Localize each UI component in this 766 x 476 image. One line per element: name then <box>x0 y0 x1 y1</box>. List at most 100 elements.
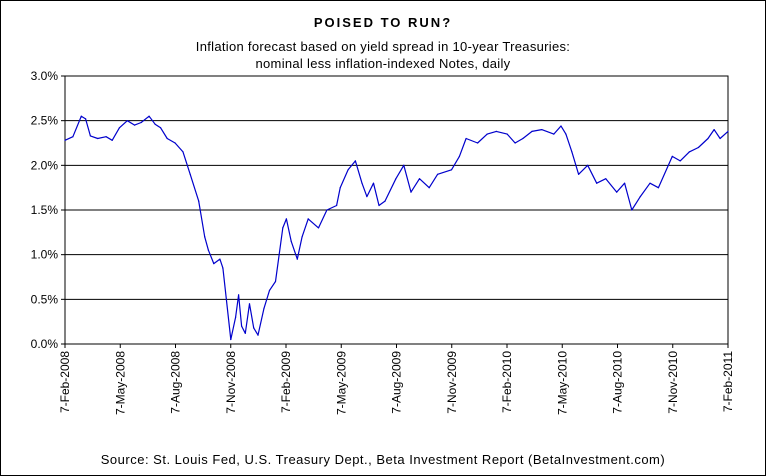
data-point <box>140 121 142 124</box>
data-point <box>560 125 562 127</box>
data-point <box>616 191 618 193</box>
data-point <box>688 151 690 153</box>
x-tick-label: 7-Aug-2009 <box>390 351 404 414</box>
data-point <box>219 258 221 260</box>
data-point <box>282 227 284 229</box>
data-point <box>213 263 215 265</box>
data-point <box>339 187 341 189</box>
data-point <box>253 327 255 329</box>
data-point <box>372 182 375 184</box>
data-point <box>679 160 681 162</box>
data-point <box>80 115 82 117</box>
data-point <box>450 169 453 171</box>
data-point <box>241 325 243 327</box>
data-point <box>64 139 66 141</box>
data-point <box>727 130 729 132</box>
x-tick-label: 7-Nov-2008 <box>224 351 238 414</box>
data-point <box>244 332 246 334</box>
data-point <box>148 115 150 117</box>
x-tick-label: 7-May-2009 <box>334 351 348 415</box>
data-point <box>437 173 439 175</box>
data-point <box>285 218 287 220</box>
data-point <box>235 316 237 318</box>
data-point <box>671 155 673 157</box>
data-point <box>72 136 74 138</box>
y-tick-label: 2.0% <box>31 158 59 172</box>
data-point <box>296 258 298 260</box>
source-note: Source: St. Louis Fed, U.S. Treasury Dep… <box>100 452 666 467</box>
data-point <box>105 136 107 138</box>
data-point <box>631 209 633 211</box>
data-point <box>301 236 303 238</box>
data-point <box>571 151 573 153</box>
x-tick-label: 7-Feb-2011 <box>721 351 735 412</box>
data-point <box>639 196 641 198</box>
data-point <box>378 204 380 207</box>
chart-title: POISED TO RUN? <box>313 15 453 30</box>
data-point <box>248 303 251 305</box>
data-point <box>707 137 709 140</box>
data-point <box>268 289 271 291</box>
data-point <box>713 129 715 131</box>
data-point <box>230 338 232 341</box>
data-point <box>384 200 386 202</box>
data-point <box>541 129 543 131</box>
data-point <box>89 135 91 137</box>
gridlines <box>65 120 728 300</box>
data-point <box>697 146 700 149</box>
y-tick-label: 1.0% <box>31 248 59 262</box>
data-point <box>174 142 176 144</box>
series-line-0 <box>64 115 729 341</box>
data-point <box>118 127 120 129</box>
data-point <box>553 133 555 135</box>
data-point <box>458 155 460 157</box>
x-tick-label: 7-Feb-2008 <box>58 351 72 413</box>
data-point <box>204 236 206 238</box>
data-point <box>587 164 589 166</box>
data-point <box>366 196 368 198</box>
chart-subtitle-line-2: nominal less inflation-indexed Notes, da… <box>255 56 511 71</box>
chart-subtitle-line-1: Inflation forecast based on yield spread… <box>195 39 571 54</box>
x-tick-label: 7-May-2008 <box>113 351 127 415</box>
y-tick-label: 0.5% <box>31 292 59 306</box>
x-axis: 7-Feb-2008 7-May-2008 7-Aug-2008 7-Nov-2008… <box>58 344 735 415</box>
data-point <box>486 133 488 135</box>
x-tick-label: 7-Nov-2009 <box>445 351 459 414</box>
data-point <box>198 200 200 202</box>
data-point <box>274 280 277 283</box>
data-point <box>465 137 467 140</box>
data-point <box>418 178 421 180</box>
data-point <box>222 267 224 269</box>
data-point <box>719 137 721 140</box>
data-point <box>166 137 168 140</box>
data-point <box>495 130 497 132</box>
data-point <box>317 227 320 229</box>
x-tick-label: 7-Nov-2010 <box>666 351 680 414</box>
data-point <box>361 182 363 184</box>
data-point <box>649 182 651 184</box>
data-point <box>263 307 265 309</box>
data-point <box>160 127 162 129</box>
data-point <box>307 218 309 220</box>
data-point <box>522 137 524 140</box>
data-point <box>506 133 508 135</box>
data-point <box>605 178 607 180</box>
x-tick-label: 7-May-2010 <box>555 351 569 415</box>
data-point <box>336 204 338 207</box>
data-point <box>189 173 191 175</box>
data-point <box>290 240 292 242</box>
data-point <box>514 142 516 144</box>
x-tick-label: 7-Feb-2010 <box>500 351 514 413</box>
x-tick-label: 7-Aug-2008 <box>169 351 183 414</box>
data-point <box>182 151 184 153</box>
data-point <box>403 164 405 166</box>
y-tick-label: 2.5% <box>31 114 59 128</box>
data-point <box>97 137 99 140</box>
y-axis: 0.0% 0.5% 1.0% 1.5% 2.0% 2.5% 3.0% <box>31 69 65 351</box>
data-point <box>428 187 430 189</box>
y-tick-label: 1.5% <box>31 203 59 217</box>
data-point <box>126 120 128 122</box>
x-tick-label: 7-Aug-2010 <box>611 351 625 414</box>
